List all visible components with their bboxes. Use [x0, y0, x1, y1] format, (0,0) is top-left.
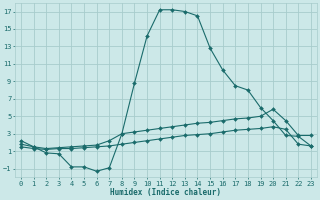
- X-axis label: Humidex (Indice chaleur): Humidex (Indice chaleur): [110, 188, 221, 197]
